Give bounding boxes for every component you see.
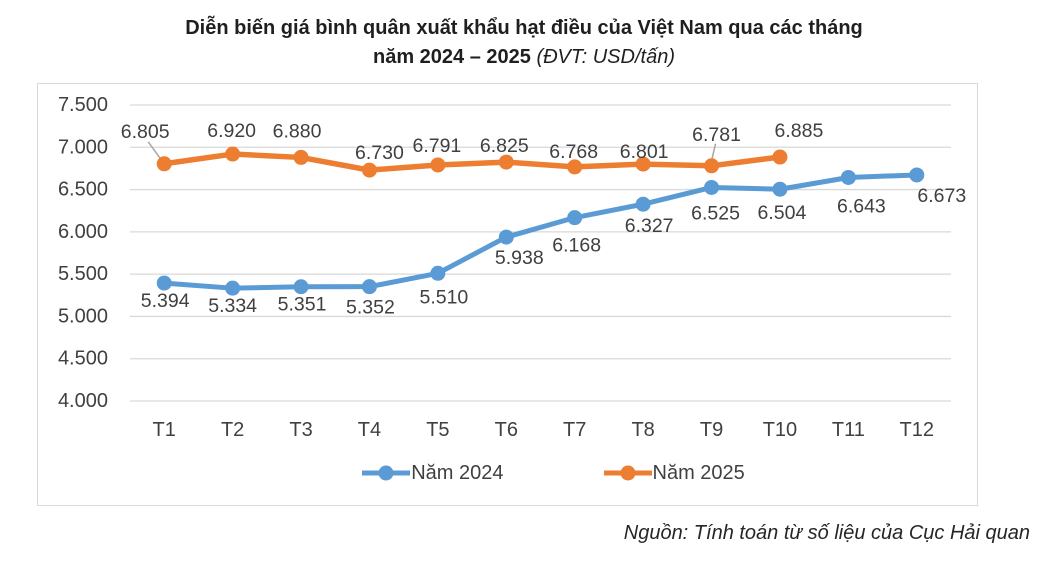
data-point: [635, 156, 651, 172]
x-axis-label: T12: [900, 419, 934, 441]
data-point: [772, 149, 788, 165]
data-point: [567, 159, 583, 175]
x-axis-label: T2: [221, 419, 244, 441]
x-axis-label: T8: [631, 419, 654, 441]
data-label: 5.334: [208, 295, 257, 317]
y-axis-tick-label: 5.000: [58, 305, 108, 327]
data-label: 6.885: [775, 120, 824, 142]
data-label: 6.880: [273, 120, 322, 142]
data-point: [772, 181, 788, 197]
data-point: [156, 156, 172, 172]
data-label: 6.673: [917, 185, 966, 207]
x-axis-label: T6: [495, 419, 518, 441]
data-label: 5.394: [141, 290, 190, 312]
data-label: 6.327: [625, 215, 674, 237]
x-axis-label: T10: [763, 419, 797, 441]
x-axis-label: T3: [289, 419, 312, 441]
data-point: [909, 167, 925, 183]
data-label: 6.801: [620, 141, 669, 163]
chart-legend: Năm 2024 Năm 2025: [38, 444, 977, 502]
series-line-nam-2025: [161, 151, 783, 173]
data-label: 5.938: [495, 247, 544, 269]
chart-title-years: năm 2024 – 2025: [372, 46, 531, 68]
legend-item-nam-2025: Năm 2025: [603, 461, 745, 485]
data-point: [498, 229, 514, 245]
source-note: Nguồn: Tính toán từ số liệu của Cục Hải …: [623, 522, 1030, 544]
y-axis-tick-label: 4.500: [58, 348, 108, 370]
data-point: [293, 149, 309, 165]
data-label: 6.920: [207, 120, 256, 142]
legend-marker-nam-2025: [603, 465, 652, 481]
data-label: 5.510: [419, 286, 468, 308]
data-label: 6.768: [549, 141, 598, 163]
data-point: [704, 158, 720, 174]
chart-area: 7.500 7.000 6.500 6.000 5.500 5.000 4.500 4.000…: [37, 83, 978, 506]
y-axis-tick-label: 6.000: [58, 221, 108, 243]
y-axis-tick-label: 6.500: [58, 179, 108, 201]
data-point: [567, 210, 583, 226]
data-label: 5.352: [346, 297, 395, 319]
y-axis-tick-label: 7.500: [58, 94, 108, 116]
data-label: 6.730: [355, 142, 404, 164]
legend-label-nam-2024: Năm 2024: [411, 461, 504, 484]
data-point: [225, 146, 241, 162]
data-label: 6.825: [480, 135, 529, 157]
data-label: 6.168: [552, 235, 601, 257]
chart-title: Diễn biến giá bình quân xuất khẩu hạt đi…: [0, 0, 1048, 72]
y-axis-tick-label: 5.500: [58, 263, 108, 285]
data-label: 6.805: [121, 121, 170, 143]
x-axis-label: T9: [700, 419, 723, 441]
data-point: [156, 275, 172, 291]
legend-label-nam-2025: Năm 2025: [652, 461, 745, 484]
data-label: 6.643: [837, 195, 886, 217]
data-point: [430, 265, 446, 281]
x-axis-label: T4: [358, 419, 381, 441]
data-point: [430, 157, 446, 173]
chart-title-line1: Diễn biến giá bình quân xuất khẩu hạt đi…: [185, 17, 863, 39]
data-point: [361, 279, 377, 295]
data-point: [498, 154, 514, 170]
data-label: 6.525: [691, 202, 740, 224]
legend-dot: [620, 465, 635, 481]
x-axis-label: T1: [153, 419, 176, 441]
data-label: 6.504: [758, 202, 807, 224]
chart-title-line2: năm 2024 – 2025 (ĐVT: USD/tấn): [0, 43, 1048, 72]
data-point: [361, 162, 377, 178]
y-axis-tick-label: 7.000: [58, 136, 108, 158]
x-axis-label: T11: [832, 419, 865, 441]
y-axis-tick-label: 4.000: [58, 390, 108, 412]
data-label: 6.791: [412, 135, 461, 157]
data-label: 5.351: [278, 294, 327, 316]
data-point: [293, 279, 309, 295]
data-point: [704, 179, 720, 195]
data-point: [635, 196, 651, 212]
label-leader-line: [710, 143, 717, 161]
x-axis-label: T7: [563, 419, 586, 441]
data-point: [840, 169, 856, 185]
legend-item-nam-2024: Năm 2024: [362, 461, 504, 485]
chart-title-unit: (ĐVT: USD/tấn): [536, 46, 675, 68]
legend-marker-nam-2024: [362, 465, 411, 481]
series-line-nam-2024: [161, 172, 920, 291]
x-axis-label: T5: [426, 419, 449, 441]
data-label: 6.781: [692, 124, 741, 146]
line-chart: 7.500 7.000 6.500 6.000 5.500 5.000 4.500 4.000…: [58, 94, 966, 441]
label-leader-line: [147, 141, 162, 161]
legend-dot: [378, 465, 394, 481]
data-point: [225, 280, 241, 296]
